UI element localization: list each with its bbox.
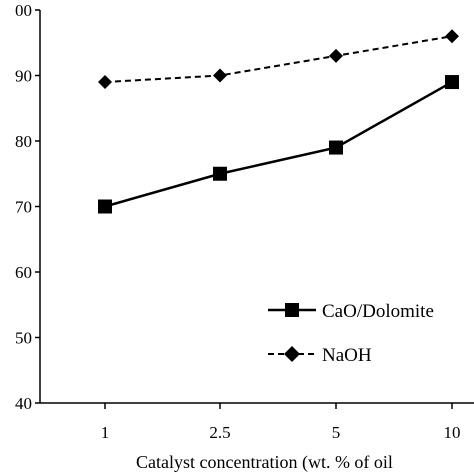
y-tick-label: 70 (15, 198, 32, 217)
legend-label-naoh: NaOH (322, 345, 372, 366)
x-tick-label: 5 (332, 423, 341, 442)
legend: CaO/Dolomite NaOH (268, 301, 434, 366)
series-line-naoh (104, 35, 453, 84)
data-point-naoh (445, 29, 459, 44)
x-tick-label: 1 (101, 423, 110, 442)
x-ticks: 1 2.5 5 10 (101, 403, 461, 442)
legend-label-cao-dolomite: CaO/Dolomite (322, 301, 434, 322)
y-tick-label: 40 (15, 394, 32, 413)
series-line-cao-dolomite (104, 80, 453, 208)
series-naoh (98, 29, 459, 90)
x-tick-label: 2.5 (209, 423, 230, 442)
data-point-cao-dolomite (213, 166, 227, 181)
data-point-naoh (98, 75, 112, 90)
y-tick-label: 00 (15, 1, 32, 20)
legend-marker-naoh (284, 346, 300, 362)
data-point-naoh (329, 48, 343, 63)
x-axis-label: Catalyst concentration (wt. % of oil (136, 452, 393, 473)
y-ticks: 40 50 60 70 80 90 00 (15, 1, 40, 413)
data-point-cao-dolomite (329, 140, 343, 155)
x-tick-label: 10 (444, 423, 461, 442)
series-layer (98, 29, 459, 214)
series-cao-dolomite (98, 75, 459, 214)
data-point-naoh (213, 68, 227, 83)
y-tick-label: 60 (15, 263, 32, 282)
data-point-cao-dolomite (445, 75, 459, 90)
legend-marker-cao-dolomite (285, 303, 299, 317)
y-tick-label: 80 (15, 132, 32, 151)
y-tick-label: 50 (15, 329, 32, 348)
data-point-cao-dolomite (98, 199, 112, 214)
y-tick-label: 90 (15, 67, 32, 86)
